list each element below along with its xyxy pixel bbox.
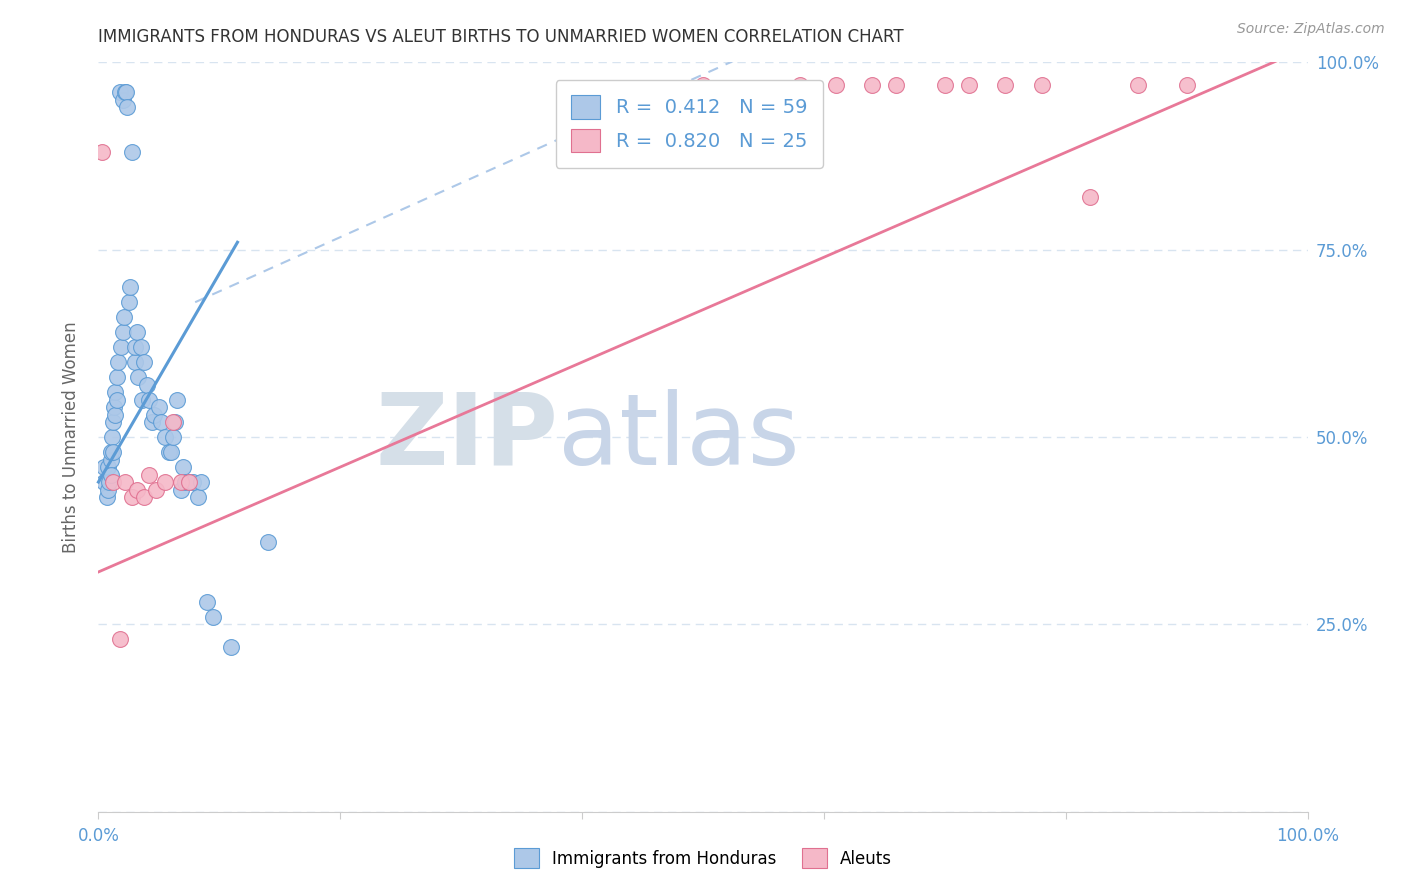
Point: [153, 475, 176, 489]
Point: [100, 430, 122, 444]
Point: [117, 100, 139, 114]
Point: [145, 483, 167, 497]
Point: [179, 475, 201, 489]
Text: ZIP: ZIP: [375, 389, 558, 485]
Point: [105, 370, 128, 384]
Point: [118, 295, 141, 310]
Point: [129, 340, 152, 354]
Point: [127, 370, 149, 384]
Point: [187, 490, 209, 504]
Point: [100, 467, 122, 482]
Point: [100, 452, 122, 467]
Point: [124, 340, 146, 354]
Text: Source: ZipAtlas.com: Source: ZipAtlas.com: [1237, 22, 1385, 37]
Point: [886, 78, 908, 92]
Point: [98, 475, 121, 489]
Point: [1128, 78, 1150, 92]
Point: [135, 377, 157, 392]
Point: [138, 392, 160, 407]
Text: IMMIGRANTS FROM HONDURAS VS ALEUT BIRTHS TO UNMARRIED WOMEN CORRELATION CHART: IMMIGRANTS FROM HONDURAS VS ALEUT BIRTHS…: [98, 28, 904, 45]
Point: [994, 78, 1017, 92]
Point: [110, 340, 132, 354]
Point: [127, 483, 149, 497]
Point: [162, 415, 184, 429]
Point: [1175, 78, 1198, 92]
Point: [202, 610, 225, 624]
Point: [103, 400, 125, 414]
Point: [1031, 78, 1053, 92]
Point: [789, 78, 811, 92]
Point: [121, 145, 143, 160]
Y-axis label: Births to Unmarried Women: Births to Unmarried Women: [62, 321, 80, 553]
Point: [104, 408, 127, 422]
Point: [957, 78, 980, 92]
Point: [179, 475, 201, 489]
Point: [825, 78, 848, 92]
Point: [166, 392, 188, 407]
Point: [162, 430, 184, 444]
Point: [101, 445, 124, 459]
Point: [101, 415, 124, 429]
Point: [134, 490, 156, 504]
Point: [108, 632, 131, 647]
Point: [97, 483, 120, 497]
Point: [160, 445, 183, 459]
Point: [108, 86, 131, 100]
Point: [105, 392, 128, 407]
Point: [1078, 190, 1101, 204]
Legend: Immigrants from Honduras, Aleuts: Immigrants from Honduras, Aleuts: [506, 839, 900, 877]
Point: [169, 483, 191, 497]
Point: [104, 385, 127, 400]
Point: [93, 475, 115, 489]
Point: [134, 355, 156, 369]
Text: atlas: atlas: [558, 389, 800, 485]
Point: [112, 310, 135, 325]
Point: [860, 78, 883, 92]
Point: [101, 475, 124, 489]
Point: [174, 475, 197, 489]
Point: [153, 430, 176, 444]
Point: [157, 445, 180, 459]
Point: [143, 408, 166, 422]
Point: [172, 460, 194, 475]
Point: [141, 415, 163, 429]
Point: [256, 535, 278, 549]
Point: [91, 145, 114, 160]
Point: [118, 280, 141, 294]
Point: [127, 325, 149, 339]
Point: [150, 415, 173, 429]
Point: [97, 460, 120, 475]
Point: [124, 355, 146, 369]
Point: [114, 475, 136, 489]
Point: [114, 86, 136, 100]
Point: [111, 93, 134, 107]
Point: [221, 640, 243, 654]
Point: [131, 392, 153, 407]
Point: [148, 400, 170, 414]
Point: [121, 490, 143, 504]
Point: [107, 355, 129, 369]
Point: [169, 475, 191, 489]
Point: [96, 490, 118, 504]
Point: [111, 325, 134, 339]
Point: [195, 595, 218, 609]
Point: [100, 445, 122, 459]
Point: [93, 460, 115, 475]
Point: [138, 467, 160, 482]
Point: [181, 475, 204, 489]
Point: [190, 475, 212, 489]
Point: [934, 78, 956, 92]
Point: [692, 78, 714, 92]
Point: [115, 86, 138, 100]
Point: [163, 415, 186, 429]
Legend: R =  0.412   N = 59, R =  0.820   N = 25: R = 0.412 N = 59, R = 0.820 N = 25: [555, 79, 823, 168]
